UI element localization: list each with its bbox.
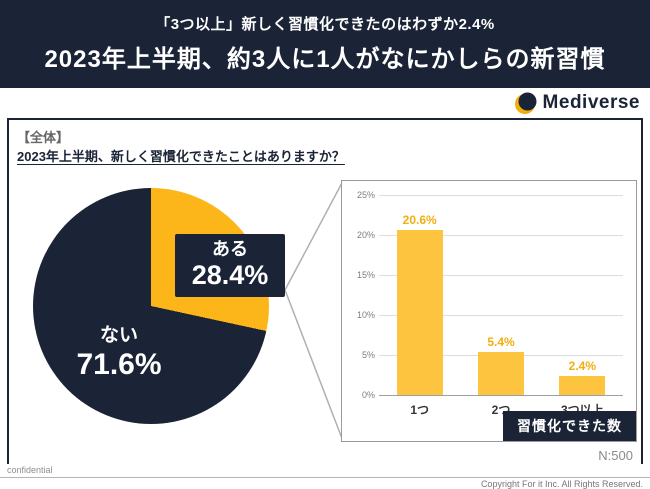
callout-line-top [284, 180, 344, 291]
logo-row: Mediverse [0, 88, 650, 118]
sample-size: N:500 [598, 448, 633, 463]
bar-y-axis: 0% 5% 10% 15% 20% 25% [342, 190, 375, 400]
bar [559, 375, 606, 395]
logo-brand-text: Mediverse [542, 92, 640, 113]
bar [396, 230, 443, 395]
gridline [379, 315, 623, 316]
pie-no-value: 71.6% [76, 347, 162, 381]
y-tick-label: 10% [356, 310, 375, 320]
header-title: 2023年上半期、約3人に1人がなにかしらの新習慣 [44, 46, 606, 73]
y-tick-label: 20% [356, 230, 375, 240]
survey-question: 2023年上半期、新しく習慣化できたことはありますか？ [17, 149, 345, 164]
footer: confidential Copyright For it Inc. All R… [0, 464, 650, 489]
footer-divider [0, 477, 650, 478]
copyright-text: Copyright For it Inc. All Rights Reserve… [480, 479, 643, 489]
bar-category-label: 1つ [410, 403, 429, 417]
confidential-label: confidential [7, 465, 53, 475]
bar-chart-box: 0% 5% 10% 15% 20% 25% 20.6% 5.4% 2.4% 1つ 2つ 3つ以上 … [341, 180, 637, 442]
pie-label-no: ない 71.6% [39, 324, 199, 382]
pie-label-yes: ある 28.4% [175, 234, 285, 298]
bar-caption: 習慣化できた数 [503, 411, 636, 441]
y-tick-label: 5% [361, 350, 375, 360]
gridline [379, 235, 623, 236]
gridline [379, 195, 623, 196]
gridline [379, 395, 623, 396]
mediverse-logo: Mediverse [514, 91, 640, 115]
y-tick-label: 0% [361, 390, 375, 400]
bar-value-label: 2.4% [568, 358, 596, 373]
bar-value-label: 20.6% [402, 213, 437, 228]
pie-yes-category: ある [212, 239, 248, 259]
header-subtitle: 「3つ以上」新しく習慣化できたのはわずか2.4% [155, 16, 495, 33]
bar-value-label: 5.4% [487, 334, 515, 349]
callout-line-bottom [284, 289, 344, 442]
y-tick-label: 15% [356, 270, 375, 280]
pie-chart [33, 188, 269, 424]
bar-plot: 20.6% 5.4% 2.4% [379, 195, 623, 396]
bar [478, 351, 524, 395]
survey-panel: 【全体】 2023年上半期、新しく習慣化できたことはありますか？ ある 28.4… [7, 118, 643, 466]
scope-label: 【全体】 [17, 130, 70, 145]
header-banner: 「3つ以上」新しく習慣化できたのはわずか2.4% 2023年上半期、約3人に1人… [0, 0, 650, 88]
gridline [379, 275, 623, 276]
pie-no-category: ない [99, 325, 138, 346]
crescent-globe-icon [514, 92, 537, 114]
pie-yes-value: 28.4% [191, 259, 269, 290]
y-tick-label: 25% [356, 190, 375, 200]
